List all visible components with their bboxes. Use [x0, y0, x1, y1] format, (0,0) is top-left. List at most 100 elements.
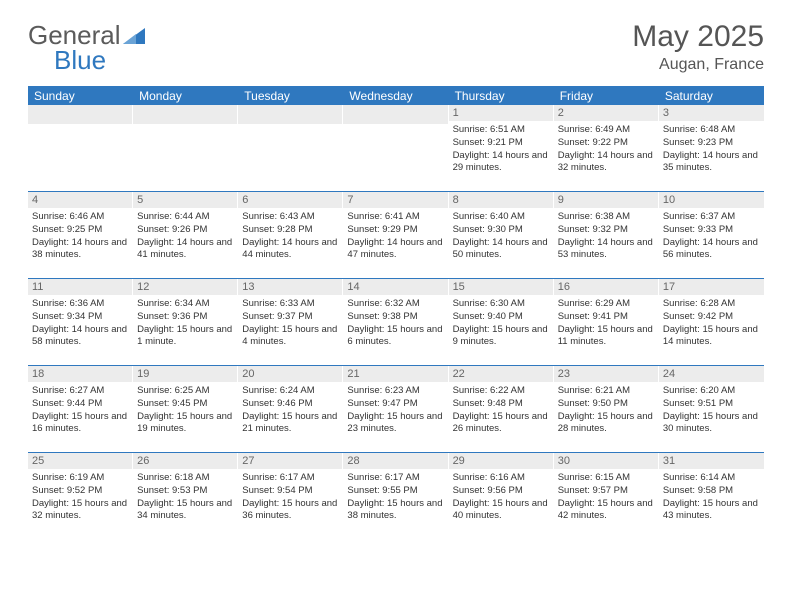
weekday-header: Thursday: [449, 88, 554, 104]
sunrise-text: Sunrise: 6:33 AM: [242, 298, 339, 311]
sunrise-text: Sunrise: 6:51 AM: [453, 124, 550, 137]
sunrise-text: Sunrise: 6:24 AM: [242, 385, 339, 398]
sunset-text: Sunset: 9:53 PM: [137, 485, 234, 498]
sunrise-text: Sunrise: 6:48 AM: [663, 124, 760, 137]
sunrise-text: Sunrise: 6:27 AM: [32, 385, 129, 398]
sunset-text: Sunset: 9:50 PM: [558, 398, 655, 411]
sunset-text: Sunset: 9:42 PM: [663, 311, 760, 324]
daylight-text: Daylight: 15 hours and 32 minutes.: [32, 498, 129, 524]
sunset-text: Sunset: 9:57 PM: [558, 485, 655, 498]
sunrise-text: Sunrise: 6:32 AM: [347, 298, 444, 311]
daylight-text: Daylight: 15 hours and 4 minutes.: [242, 324, 339, 350]
daylight-text: Daylight: 15 hours and 26 minutes.: [453, 411, 550, 437]
day-cell: 7Sunrise: 6:41 AMSunset: 9:29 PMDaylight…: [343, 192, 448, 278]
day-cell: 13Sunrise: 6:33 AMSunset: 9:37 PMDayligh…: [238, 279, 343, 365]
sunrise-text: Sunrise: 6:22 AM: [453, 385, 550, 398]
day-number: 17: [659, 279, 764, 295]
sunset-text: Sunset: 9:58 PM: [663, 485, 760, 498]
sunset-text: Sunset: 9:47 PM: [347, 398, 444, 411]
day-number: 25: [28, 453, 133, 469]
sunset-text: Sunset: 9:54 PM: [242, 485, 339, 498]
day-info: Sunrise: 6:49 AMSunset: 9:22 PMDaylight:…: [554, 121, 659, 181]
sunrise-text: Sunrise: 6:34 AM: [137, 298, 234, 311]
daylight-text: Daylight: 14 hours and 44 minutes.: [242, 237, 339, 263]
day-cell: 15Sunrise: 6:30 AMSunset: 9:40 PMDayligh…: [449, 279, 554, 365]
day-number: 26: [133, 453, 238, 469]
sunset-text: Sunset: 9:51 PM: [663, 398, 760, 411]
sunset-text: Sunset: 9:52 PM: [32, 485, 129, 498]
day-info: Sunrise: 6:51 AMSunset: 9:21 PMDaylight:…: [449, 121, 554, 181]
daylight-text: Daylight: 14 hours and 47 minutes.: [347, 237, 444, 263]
sunset-text: Sunset: 9:29 PM: [347, 224, 444, 237]
day-number: 21: [343, 366, 448, 382]
daylight-text: Daylight: 14 hours and 50 minutes.: [453, 237, 550, 263]
day-number: 24: [659, 366, 764, 382]
day-cell: 5Sunrise: 6:44 AMSunset: 9:26 PMDaylight…: [133, 192, 238, 278]
day-info: Sunrise: 6:23 AMSunset: 9:47 PMDaylight:…: [343, 382, 448, 442]
day-cell: 22Sunrise: 6:22 AMSunset: 9:48 PMDayligh…: [449, 366, 554, 452]
day-info: Sunrise: 6:36 AMSunset: 9:34 PMDaylight:…: [28, 295, 133, 355]
day-cell: 24Sunrise: 6:20 AMSunset: 9:51 PMDayligh…: [659, 366, 764, 452]
day-number: 9: [554, 192, 659, 208]
day-cell: 9Sunrise: 6:38 AMSunset: 9:32 PMDaylight…: [554, 192, 659, 278]
day-cell: 4Sunrise: 6:46 AMSunset: 9:25 PMDaylight…: [28, 192, 133, 278]
day-cell: 17Sunrise: 6:28 AMSunset: 9:42 PMDayligh…: [659, 279, 764, 365]
sunrise-text: Sunrise: 6:43 AM: [242, 211, 339, 224]
day-info: Sunrise: 6:15 AMSunset: 9:57 PMDaylight:…: [554, 469, 659, 529]
day-number: [238, 105, 343, 124]
day-cell: 14Sunrise: 6:32 AMSunset: 9:38 PMDayligh…: [343, 279, 448, 365]
day-number: 12: [133, 279, 238, 295]
daylight-text: Daylight: 14 hours and 29 minutes.: [453, 150, 550, 176]
day-cell: 10Sunrise: 6:37 AMSunset: 9:33 PMDayligh…: [659, 192, 764, 278]
day-info: Sunrise: 6:41 AMSunset: 9:29 PMDaylight:…: [343, 208, 448, 268]
title-block: May 2025 Augan, France: [632, 20, 764, 74]
sunset-text: Sunset: 9:34 PM: [32, 311, 129, 324]
daylight-text: Daylight: 15 hours and 23 minutes.: [347, 411, 444, 437]
weekday-header-row: SundayMondayTuesdayWednesdayThursdayFrid…: [28, 88, 764, 104]
sunset-text: Sunset: 9:22 PM: [558, 137, 655, 150]
sunrise-text: Sunrise: 6:14 AM: [663, 472, 760, 485]
day-number: 28: [343, 453, 448, 469]
sunset-text: Sunset: 9:41 PM: [558, 311, 655, 324]
header: GeneralBlue May 2025 Augan, France: [28, 20, 764, 76]
day-info: Sunrise: 6:43 AMSunset: 9:28 PMDaylight:…: [238, 208, 343, 268]
month-title: May 2025: [632, 20, 764, 54]
day-number: 23: [554, 366, 659, 382]
empty-day-cell: [238, 105, 343, 191]
day-info: Sunrise: 6:32 AMSunset: 9:38 PMDaylight:…: [343, 295, 448, 355]
sunset-text: Sunset: 9:23 PM: [663, 137, 760, 150]
sunset-text: Sunset: 9:25 PM: [32, 224, 129, 237]
day-cell: 21Sunrise: 6:23 AMSunset: 9:47 PMDayligh…: [343, 366, 448, 452]
sunset-text: Sunset: 9:55 PM: [347, 485, 444, 498]
day-number: 19: [133, 366, 238, 382]
sunrise-text: Sunrise: 6:44 AM: [137, 211, 234, 224]
day-cell: 27Sunrise: 6:17 AMSunset: 9:54 PMDayligh…: [238, 453, 343, 539]
day-info: Sunrise: 6:37 AMSunset: 9:33 PMDaylight:…: [659, 208, 764, 268]
day-info: Sunrise: 6:21 AMSunset: 9:50 PMDaylight:…: [554, 382, 659, 442]
day-number: 4: [28, 192, 133, 208]
sunrise-text: Sunrise: 6:15 AM: [558, 472, 655, 485]
sunrise-text: Sunrise: 6:41 AM: [347, 211, 444, 224]
daylight-text: Daylight: 14 hours and 53 minutes.: [558, 237, 655, 263]
sunset-text: Sunset: 9:44 PM: [32, 398, 129, 411]
day-info: Sunrise: 6:16 AMSunset: 9:56 PMDaylight:…: [449, 469, 554, 529]
sunset-text: Sunset: 9:26 PM: [137, 224, 234, 237]
week-row: 4Sunrise: 6:46 AMSunset: 9:25 PMDaylight…: [28, 191, 764, 278]
day-cell: 31Sunrise: 6:14 AMSunset: 9:58 PMDayligh…: [659, 453, 764, 539]
calendar-page: GeneralBlue May 2025 Augan, France Sunda…: [0, 0, 792, 559]
sunset-text: Sunset: 9:38 PM: [347, 311, 444, 324]
day-number: 8: [449, 192, 554, 208]
week-row: 18Sunrise: 6:27 AMSunset: 9:44 PMDayligh…: [28, 365, 764, 452]
day-number: [133, 105, 238, 124]
day-info: Sunrise: 6:27 AMSunset: 9:44 PMDaylight:…: [28, 382, 133, 442]
sunrise-text: Sunrise: 6:28 AM: [663, 298, 760, 311]
sunset-text: Sunset: 9:37 PM: [242, 311, 339, 324]
day-number: 1: [449, 105, 554, 121]
day-info: Sunrise: 6:18 AMSunset: 9:53 PMDaylight:…: [133, 469, 238, 529]
day-number: 16: [554, 279, 659, 295]
day-number: 2: [554, 105, 659, 121]
day-number: 22: [449, 366, 554, 382]
day-number: 3: [659, 105, 764, 121]
day-cell: 23Sunrise: 6:21 AMSunset: 9:50 PMDayligh…: [554, 366, 659, 452]
daylight-text: Daylight: 15 hours and 36 minutes.: [242, 498, 339, 524]
